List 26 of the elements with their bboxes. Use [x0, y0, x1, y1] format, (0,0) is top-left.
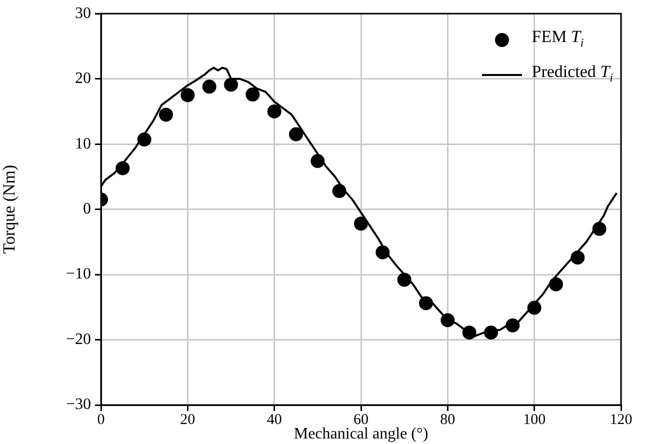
- x-tick-label: 0: [97, 412, 105, 428]
- x-tick-label: 40: [266, 412, 282, 428]
- y-tick-label: −10: [66, 266, 91, 283]
- x-tick-label: 100: [523, 412, 546, 428]
- y-tick-label: 0: [83, 200, 91, 218]
- x-tick-label: 120: [610, 412, 632, 428]
- y-tick-label: 10: [75, 135, 91, 152]
- legend-label: FEM T$_{i}$: [532, 26, 584, 52]
- y-tick-label: −20: [66, 330, 91, 348]
- x-tick-label: 60: [354, 412, 368, 428]
- point: [246, 87, 260, 102]
- point: [354, 216, 368, 231]
- y-tick-label: −30: [66, 396, 91, 414]
- y-tick-label: 30: [75, 4, 91, 22]
- point: [159, 108, 173, 122]
- y-axis-title: Torque (Nm): [0, 164, 19, 254]
- x-axis-title: Mechanical angle (°): [294, 426, 428, 443]
- legend-label: Predicted T$_{i}$: [532, 61, 613, 87]
- point: [202, 80, 216, 94]
- y-tick-label: 20: [75, 70, 91, 88]
- x-tick-label: 80: [440, 412, 456, 428]
- point: [224, 78, 238, 92]
- point: [289, 127, 303, 142]
- point: [180, 88, 195, 102]
- point: [267, 104, 282, 118]
- x-tick-label: 20: [180, 412, 196, 428]
